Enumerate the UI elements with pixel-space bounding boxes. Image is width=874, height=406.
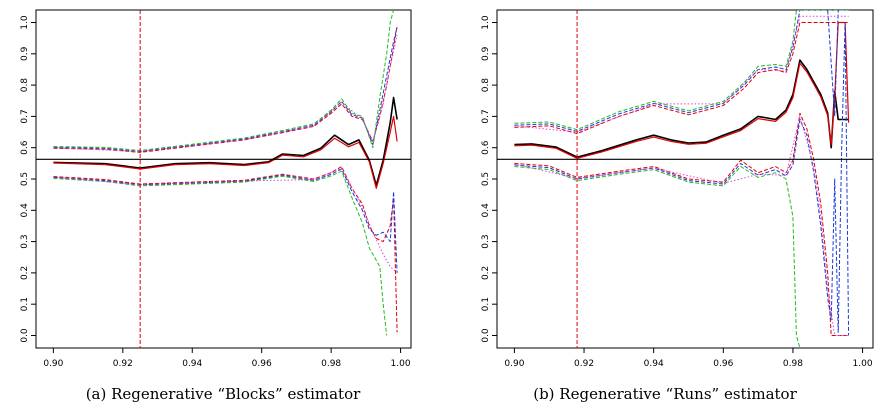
x-tick-label: 0.98 [321, 359, 341, 369]
panel-caption: (a) Regenerative “Blocks” estimator [86, 385, 361, 403]
panel-runs-estimator: 0.0 0.1 0.2 0.3 0.4 0.5 0.6 0.7 0.8 0.9 1.0 0.90 0.9… [481, 9, 874, 403]
x-tick-label: 0.92 [113, 359, 133, 369]
x-tick-label: 0.90 [43, 359, 63, 369]
y-tick-label: 0.4 [481, 203, 491, 218]
x-tick-label: 0.96 [713, 359, 733, 369]
y-tick-label: 0.4 [20, 203, 30, 218]
plot-area [36, 10, 411, 348]
series-line [53, 170, 388, 336]
y-tick-label: 0.6 [481, 140, 491, 155]
x-tick-label: 0.98 [783, 359, 803, 369]
panel-caption: (b) Regenerative “Runs” estimator [533, 385, 797, 403]
x-tick-label: 1.00 [391, 359, 411, 369]
panel-blocks-estimator: 0.0 0.1 0.2 0.3 0.4 0.5 0.6 0.7 0.8 0.9 1.0 0.90 0.9… [20, 9, 412, 403]
series-line [514, 22, 850, 336]
y-tick-label: 0.8 [481, 78, 491, 93]
y-tick-label: 0.2 [20, 266, 30, 280]
x-tick-label: 0.92 [574, 359, 594, 369]
y-tick-label: 0.9 [481, 46, 491, 61]
x-tick-label: 0.96 [252, 359, 272, 369]
series-line [53, 27, 398, 152]
y-tick-label: 0.8 [20, 78, 30, 93]
y-tick-label: 1.0 [20, 15, 30, 30]
series-line [514, 10, 849, 131]
y-tick-label: 0.7 [481, 109, 491, 123]
series-line [53, 25, 398, 153]
series-line [53, 10, 395, 151]
series-line [514, 15, 849, 133]
y-tick-label: 0.2 [481, 266, 491, 280]
series-line [514, 115, 849, 336]
x-tick-label: 0.94 [644, 359, 664, 369]
plot-area [497, 10, 873, 348]
y-tick-label: 0.0 [481, 328, 491, 343]
y-tick-label: 0.3 [20, 234, 30, 248]
series-line [53, 34, 398, 152]
y-tick-label: 0.1 [20, 297, 30, 311]
series-line [514, 21, 850, 159]
series-line [514, 166, 801, 348]
y-tick-label: 0.7 [20, 109, 30, 123]
series-line [514, 112, 849, 336]
y-tick-label: 0.3 [481, 234, 491, 248]
series-line [514, 22, 849, 135]
x-tick-label: 1.00 [853, 359, 873, 369]
series-line [53, 115, 398, 189]
y-tick-label: 0.9 [20, 46, 30, 61]
x-tick-label: 0.94 [182, 359, 202, 369]
y-tick-label: 0.0 [20, 328, 30, 343]
y-tick-label: 0.5 [481, 172, 491, 186]
series-line [53, 96, 398, 187]
y-tick-label: 1.0 [481, 15, 491, 30]
x-tick-label: 0.90 [504, 359, 524, 369]
y-tick-label: 0.1 [481, 297, 491, 311]
series-line [53, 166, 398, 333]
series-line [53, 167, 398, 274]
y-tick-label: 0.5 [20, 172, 30, 186]
series-line [53, 168, 398, 273]
y-tick-label: 0.6 [20, 140, 30, 155]
